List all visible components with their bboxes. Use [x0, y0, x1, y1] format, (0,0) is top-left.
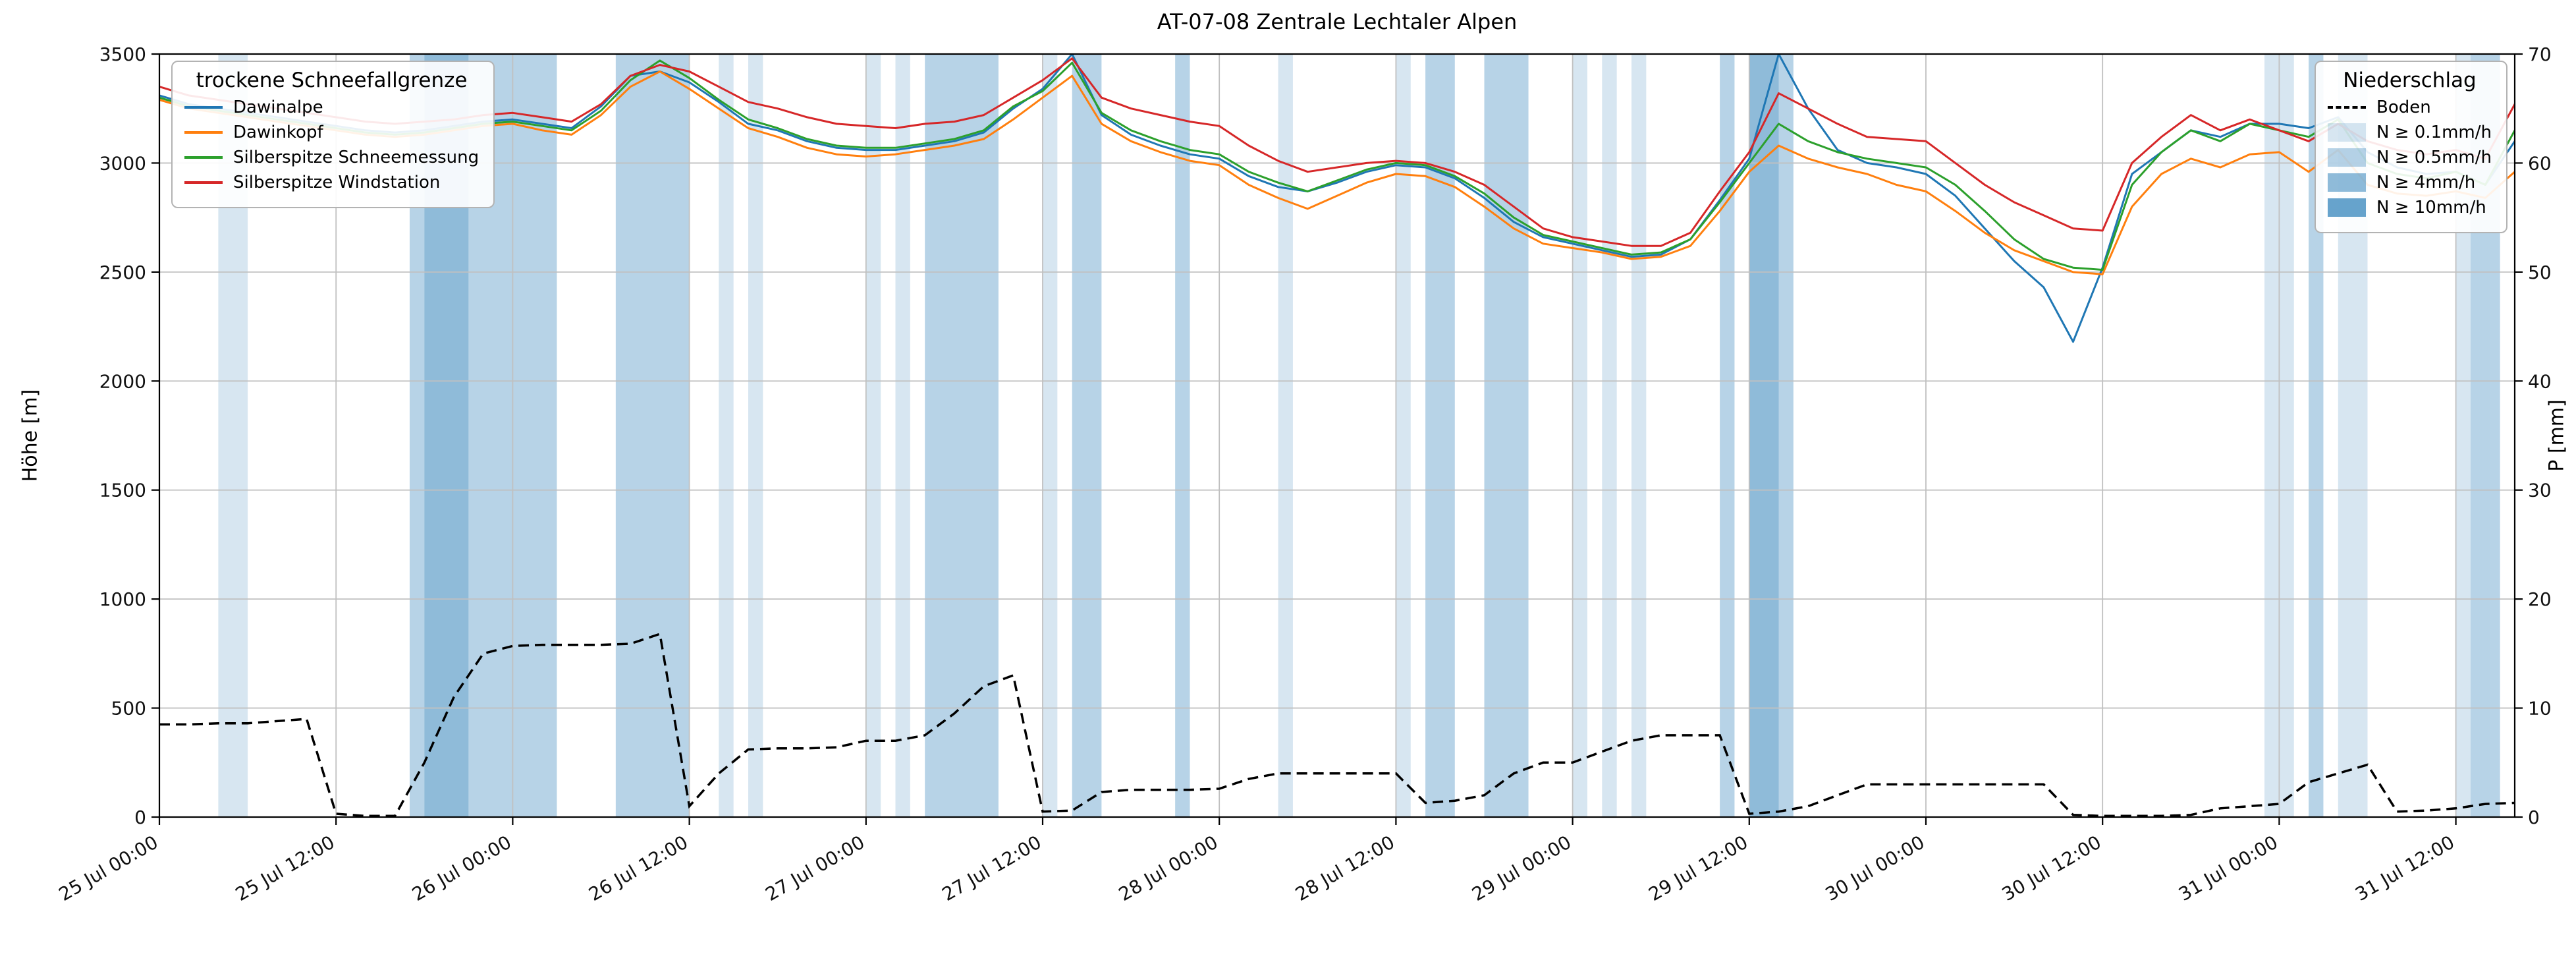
legend-item: Silberspitze Windstation [184, 173, 479, 192]
legend-precipitation-items: Boden N ≥ 0.1mm/h N ≥ 0.5mm/h N ≥ 4mm/h N ≥ … [2327, 98, 2492, 217]
series-line-dawinkopf [159, 71, 2515, 275]
x-tick-label: 26 Jul 00:00 [408, 831, 515, 905]
y-left-tick-label: 1500 [99, 480, 146, 501]
y-right-tick-label: 40 [2528, 370, 2552, 392]
x-tick-label: 28 Jul 00:00 [1115, 831, 1222, 905]
precip-band [925, 54, 999, 817]
legend-item-band: N ≥ 10mm/h [2327, 198, 2492, 217]
y-right-tick-label: 30 [2528, 480, 2552, 501]
precip-band [1778, 54, 1794, 817]
boden-precip-line [159, 632, 2515, 817]
precip-band [748, 54, 763, 817]
legend-item: Dawinalpe [184, 98, 479, 117]
legend-item-label: N ≥ 10mm/h [2376, 198, 2486, 217]
precip-band [2309, 54, 2324, 817]
legend-precipitation: Niederschlag Boden N ≥ 0.1mm/h N ≥ 0.5mm/h… [2314, 61, 2507, 233]
legend-item: Silberspitze Schneemessung [184, 148, 479, 167]
precip-band [719, 54, 734, 817]
x-tick-label: 25 Jul 12:00 [232, 831, 339, 905]
series-line-silberspitze-schneemessung [159, 59, 2515, 271]
y-left-tick-label: 2000 [99, 370, 146, 392]
series-line-silberspitze-windstation [159, 57, 2515, 247]
legend-line-swatch [184, 181, 223, 184]
precip-band [409, 54, 425, 817]
y-right-tick-label: 50 [2528, 262, 2552, 283]
x-tick-label: 28 Jul 12:00 [1292, 831, 1398, 905]
x-tick-label: 25 Jul 00:00 [55, 831, 162, 905]
legend-item-label: Silberspitze Windstation [233, 173, 441, 192]
precip-band [1631, 54, 1647, 817]
y-left-tick-label: 0 [134, 807, 146, 828]
legend-item-label: Silberspitze Schneemessung [233, 148, 480, 167]
y-right-tick-label: 70 [2528, 43, 2552, 65]
legend-line-swatch [184, 131, 223, 134]
precip-band [895, 54, 910, 817]
y-right-tick-label: 0 [2528, 807, 2540, 828]
plot-border [158, 53, 2516, 818]
precip-band [1749, 54, 1779, 817]
legend-band-swatch [2327, 123, 2366, 142]
y-left-tick-label: 500 [111, 698, 146, 720]
precip-band [1720, 54, 1735, 817]
chart-title: AT-07-08 Zentrale Lechtaler Alpen [1157, 9, 1518, 34]
precip-band [865, 54, 881, 817]
series-line-dawinalpe [159, 54, 2515, 343]
legend-item-band: N ≥ 4mm/h [2327, 173, 2492, 192]
y-right-tick-label: 60 [2528, 152, 2552, 174]
legend-item-band: N ≥ 0.5mm/h [2327, 148, 2492, 167]
legend-band-swatch [2327, 173, 2366, 192]
legend-item-label: Dawinalpe [233, 98, 323, 117]
legend-item-label: N ≥ 0.1mm/h [2376, 123, 2492, 142]
precip-band [1175, 54, 1190, 817]
precip-band [2455, 54, 2471, 817]
x-tick-label: 29 Jul 12:00 [1645, 831, 1751, 905]
legend-snowfall-title: trockene Schneefallgrenze [196, 69, 468, 92]
x-tick-label: 29 Jul 00:00 [1468, 831, 1575, 905]
legend-dashed-swatch [2327, 106, 2366, 109]
y-left-tick-label: 3000 [99, 152, 146, 174]
precip-band [1043, 54, 1058, 817]
y-right-tick-label: 20 [2528, 588, 2552, 610]
x-tick-label: 30 Jul 00:00 [1822, 831, 1929, 905]
snowline-series [159, 54, 2515, 343]
x-tick-label: 27 Jul 00:00 [761, 831, 868, 905]
grid-lines [159, 53, 2515, 818]
x-tick-label: 27 Jul 12:00 [939, 831, 1045, 905]
x-tick-label: 26 Jul 12:00 [585, 831, 692, 905]
legend-item-label: N ≥ 4mm/h [2376, 173, 2476, 192]
legend-item-band: N ≥ 0.1mm/h [2327, 123, 2492, 142]
precip-band [1572, 54, 1587, 817]
legend-precipitation-title: Niederschlag [2343, 69, 2477, 92]
legend-item-label: Boden [2376, 98, 2431, 117]
precip-band [1484, 54, 1529, 817]
legend-band-swatch [2327, 198, 2366, 217]
precip-bands [218, 54, 2500, 817]
x-tick-label: 31 Jul 12:00 [2351, 831, 2458, 905]
precip-band [1396, 54, 1411, 817]
x-tick-label: 30 Jul 12:00 [1998, 831, 2105, 905]
legend-item-label: N ≥ 0.5mm/h [2376, 148, 2492, 167]
y-right-tick-label: 10 [2528, 698, 2552, 720]
y-left-tick-label: 3500 [99, 43, 146, 65]
legend-item-label: Dawinkopf [233, 123, 323, 142]
precip-band [1278, 54, 1293, 817]
legend-item-boden: Boden [2327, 98, 2492, 117]
precip-band [1072, 54, 1102, 817]
legend-line-swatch [184, 156, 223, 159]
y-left-tick-label: 2500 [99, 262, 146, 283]
legend-line-swatch [184, 106, 223, 109]
legend-band-swatch [2327, 148, 2366, 167]
precip-band [615, 54, 690, 817]
legend-item: Dawinkopf [184, 123, 479, 142]
precip-band [1602, 54, 1617, 817]
x-tick-label: 31 Jul 00:00 [2175, 831, 2282, 905]
legend-snowfall-items: Dawinalpe Dawinkopf Silberspitze Schneemes… [184, 98, 479, 192]
legend-snowfall-line: trockene Schneefallgrenze Dawinalpe Dawin… [171, 61, 495, 208]
y-left-tick-label: 1000 [99, 588, 146, 610]
